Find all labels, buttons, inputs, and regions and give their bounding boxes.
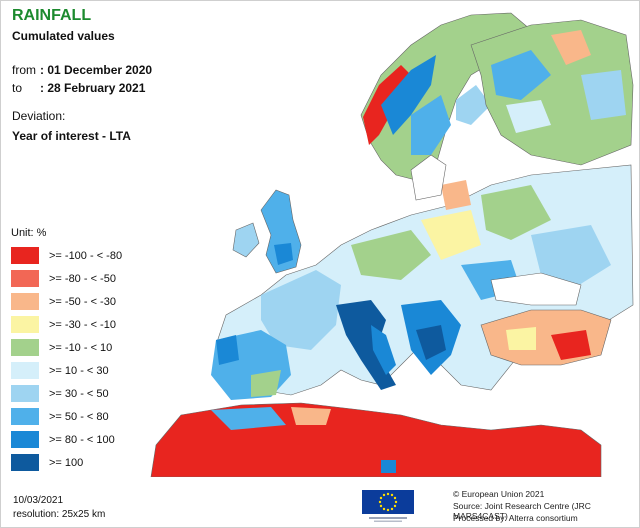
baltic-sea (410, 154, 447, 201)
black-sea (490, 272, 582, 306)
legend-item: >= -80 - < -50 (11, 267, 122, 290)
legend-label: >= -10 - < 10 (49, 341, 113, 354)
legend: Unit: % >= -100 - < -80 >= -80 - < -50 >… (11, 227, 122, 474)
legend-label: >= -50 - < -30 (49, 295, 116, 308)
legend-item: >= 100 (11, 451, 122, 474)
legend-swatch (11, 293, 39, 310)
processed-text: Processed by: Alterra consortium (453, 513, 578, 523)
legend-label: >= 100 (49, 456, 84, 469)
map-subtitle: Cumulated values (12, 29, 115, 43)
legend-swatch (11, 454, 39, 471)
legend-item: >= -100 - < -80 (11, 244, 122, 267)
legend-swatch (11, 408, 39, 425)
legend-label: >= 30 - < 50 (49, 387, 109, 400)
legend-label: >= 80 - < 100 (49, 433, 115, 446)
legend-swatch (11, 362, 39, 379)
period-from: from : 01 December 2020 (12, 63, 152, 77)
land-turkey (480, 309, 612, 366)
legend-swatch (11, 316, 39, 333)
eu-stars-icon (378, 492, 398, 512)
legend-swatch (11, 385, 39, 402)
map-title: RAINFALL (12, 7, 92, 24)
rainfall-deviation-map (150, 12, 634, 477)
land-north-africa (150, 402, 602, 477)
period-to: to : 28 February 2021 (12, 81, 145, 95)
land-british-isles (232, 189, 302, 274)
to-label: to (12, 81, 23, 95)
legend-swatch (11, 247, 39, 264)
land-north-russia (470, 19, 634, 166)
deviation-label: Deviation: (12, 109, 66, 123)
deviation-value: Year of interest - LTA (12, 129, 131, 143)
legend-label: >= -30 - < -10 (49, 318, 116, 331)
legend-unit: Unit: % (11, 227, 47, 239)
legend-item: >= 30 - < 50 (11, 382, 122, 405)
issue-date: 10/03/2021 (13, 495, 64, 506)
legend-swatch (11, 270, 39, 287)
resolution-text: resolution: 25x25 km (13, 509, 106, 520)
legend-label: >= -100 - < -80 (49, 249, 123, 262)
legend-swatch (11, 339, 39, 356)
legend-label: >= 10 - < 30 (49, 364, 109, 377)
legend-item: >= 50 - < 80 (11, 405, 122, 428)
legend-label: >= 50 - < 80 (49, 410, 109, 423)
eu-flag-logo (362, 490, 414, 522)
legend-item: >= -50 - < -30 (11, 290, 122, 313)
source-text: Source: Joint Research Centre (JRC MARS4… (453, 501, 591, 521)
legend-item: >= -30 - < -10 (11, 313, 122, 336)
legend-item: >= 10 - < 30 (11, 359, 122, 382)
eu-logo-text-line (369, 517, 407, 519)
from-label: from (12, 63, 36, 77)
copyright-text: © European Union 2021 (453, 489, 545, 499)
legend-item: >= -10 - < 10 (11, 336, 122, 359)
from-value: : 01 December 2020 (40, 63, 153, 77)
legend-label: >= -80 - < -50 (49, 272, 116, 285)
legend-swatch (11, 431, 39, 448)
to-value: : 28 February 2021 (40, 81, 146, 95)
eu-logo-text-line (374, 520, 402, 522)
legend-item: >= 80 - < 100 (11, 428, 122, 451)
